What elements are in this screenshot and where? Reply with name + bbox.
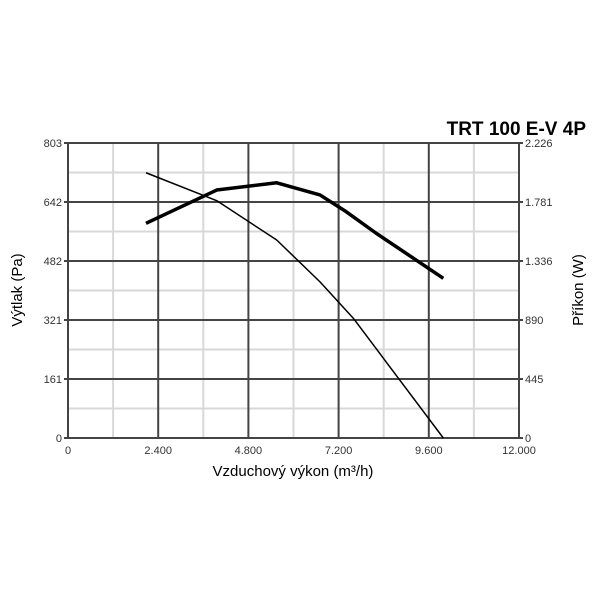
x-tick-label: 0 bbox=[65, 445, 71, 457]
y-tick-label: 0 bbox=[56, 433, 62, 445]
y2-tick-label: 445 bbox=[525, 374, 543, 386]
power-curve bbox=[145, 181, 445, 280]
tick-labels: 0 2.400 4.800 7.200 9.600 12.0000161321482642… bbox=[44, 138, 553, 457]
y-tick-label: 482 bbox=[44, 256, 62, 268]
x-tick-label: 2.400 bbox=[144, 445, 172, 457]
x-tick-label: 4.800 bbox=[235, 445, 263, 457]
grid bbox=[64, 142, 523, 439]
pressure-curve bbox=[145, 172, 444, 439]
x-tick-label: 7.200 bbox=[325, 445, 353, 457]
y2-tick-label: 1.336 bbox=[525, 256, 553, 268]
x-axis-label: Vzduchový výkon (m³/h) bbox=[213, 463, 374, 480]
series-group bbox=[145, 172, 445, 439]
y-tick-label: 161 bbox=[44, 374, 62, 386]
x-tick-label: 12.000 bbox=[502, 445, 536, 457]
y2-axis-label: Příkon (W) bbox=[570, 254, 587, 326]
x-tick-label: 9.600 bbox=[415, 445, 443, 457]
y2-tick-label: 0 bbox=[525, 433, 531, 445]
y-axis-label: Výtlak (Pa) bbox=[9, 253, 26, 326]
chart-title: TRT 100 E-V 4P bbox=[447, 119, 587, 140]
y-tick-label: 321 bbox=[44, 315, 62, 327]
y-tick-label: 803 bbox=[44, 138, 62, 150]
y2-tick-label: 2.226 bbox=[525, 138, 553, 150]
y2-tick-label: 890 bbox=[525, 315, 543, 327]
y-tick-label: 642 bbox=[44, 197, 62, 209]
y2-tick-label: 1.781 bbox=[525, 197, 553, 209]
